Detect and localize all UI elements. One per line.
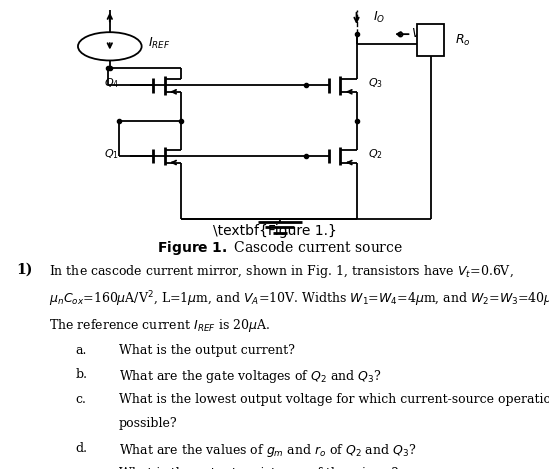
Text: What is the output resistance of the mirror?: What is the output resistance of the mir…	[119, 467, 398, 469]
Text: $V_O$: $V_O$	[411, 27, 429, 42]
Text: $I_O$: $I_O$	[373, 9, 385, 24]
Text: $\mu_n C_{ox}$=160$\mu$A/V$^2$, L=1$\mu$m, and $V_A$=10V. Widths $W_1$=$W_4$=4$\: $\mu_n C_{ox}$=160$\mu$A/V$^2$, L=1$\mu$…	[49, 290, 549, 309]
Text: What is the lowest output voltage for which current-source operation is: What is the lowest output voltage for wh…	[119, 393, 549, 406]
Text: $Q_3$: $Q_3$	[367, 76, 383, 90]
Text: $Q_4$: $Q_4$	[104, 76, 119, 90]
Text: c.: c.	[76, 393, 86, 406]
Text: $Q_1$: $Q_1$	[104, 147, 119, 160]
Text: The reference current $I_{REF}$ is 20$\mu$A.: The reference current $I_{REF}$ is 20$\m…	[49, 317, 270, 333]
Text: a.: a.	[76, 343, 87, 356]
Text: e.: e.	[76, 467, 87, 469]
Text: What is the output current?: What is the output current?	[119, 343, 294, 356]
Text: $Q_2$: $Q_2$	[367, 147, 383, 160]
Text: $R_o$: $R_o$	[455, 33, 471, 48]
Text: possible?: possible?	[119, 417, 177, 431]
Text: What are the gate voltages of $Q_2$ and $Q_3$?: What are the gate voltages of $Q_2$ and …	[119, 368, 381, 385]
Text: b.: b.	[76, 368, 87, 381]
Text: d.: d.	[76, 442, 87, 455]
Text: \textbf{Figure 1.}: \textbf{Figure 1.}	[212, 224, 337, 238]
Text: 1): 1)	[16, 263, 33, 277]
Text: In the cascode current mirror, shown in Fig. 1, transistors have $V_t$=0.6V,: In the cascode current mirror, shown in …	[49, 263, 513, 280]
Text: $\bf{Figure\ 1.}$ Cascode current source: $\bf{Figure\ 1.}$ Cascode current source	[157, 239, 403, 257]
Text: $I_{REF}$: $I_{REF}$	[148, 37, 171, 52]
Bar	[417, 24, 444, 56]
Text: What are the values of $g_m$ and $r_o$ of $Q_2$ and $Q_3$?: What are the values of $g_m$ and $r_o$ o…	[119, 442, 416, 459]
